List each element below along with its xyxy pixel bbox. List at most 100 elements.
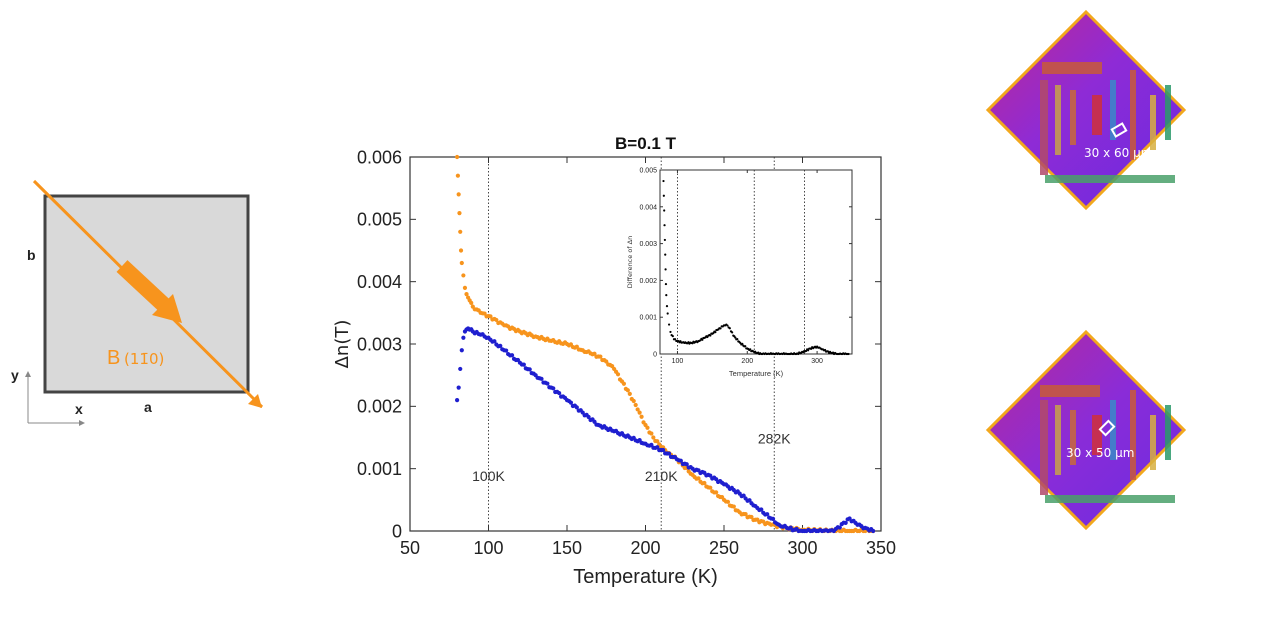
data-point (527, 367, 532, 372)
data-point (759, 507, 764, 512)
data-point (655, 439, 660, 444)
data-point (455, 398, 460, 403)
data-point (637, 410, 642, 415)
x-tick-label: 300 (787, 538, 817, 558)
data-point (455, 154, 460, 160)
data-point (464, 292, 469, 297)
data-point (701, 338, 704, 341)
x-tick-label: 150 (552, 538, 582, 558)
data-point (633, 402, 638, 408)
y-tick-label: 0.006 (357, 147, 402, 167)
data-point (469, 300, 474, 305)
x-tick-label: 350 (866, 538, 896, 558)
y-tick-label: 0.003 (639, 241, 657, 248)
data-point (635, 407, 640, 412)
y-tick-label: 0.002 (639, 278, 657, 285)
micrograph-top-label: 30 x 60 µm (1084, 146, 1152, 160)
micrograph-bottom-texture (1040, 385, 1175, 503)
data-point (669, 330, 672, 334)
reference-line-label: 282K (758, 431, 791, 447)
data-point (625, 388, 630, 393)
data-point (678, 458, 683, 463)
data-point (709, 334, 712, 337)
x-tick-label: 100 (672, 358, 684, 365)
y-tick-label: 0.001 (357, 459, 402, 479)
data-point (663, 209, 666, 212)
data-point (663, 224, 666, 227)
data-point (458, 248, 464, 253)
micrograph-top-texture (1040, 62, 1175, 183)
data-point (684, 462, 689, 467)
data-point (664, 268, 667, 271)
x-tick-label: 100 (473, 538, 503, 558)
data-point (504, 348, 509, 353)
micrograph-bottom: 30 x 50 µm (985, 329, 1187, 531)
data-point (492, 339, 497, 344)
data-point (498, 343, 503, 348)
data-point (728, 327, 731, 330)
data-point (568, 400, 574, 405)
x-axis-label: Temperature (K) (573, 566, 718, 588)
x-tick-label: 300 (811, 358, 823, 365)
data-point (714, 331, 717, 334)
reference-line-label: 100K (472, 468, 505, 484)
data-point (457, 211, 462, 216)
y-tick-label: 0.005 (639, 167, 657, 174)
data-point (871, 528, 876, 534)
data-point (645, 425, 650, 430)
data-point (461, 335, 466, 340)
data-point (770, 516, 776, 521)
data-point (726, 324, 729, 327)
y-tick-label: 0.004 (639, 204, 657, 211)
y-tick-label: 0.004 (357, 272, 402, 292)
data-point (696, 476, 701, 481)
data-point (462, 285, 468, 290)
data-point (459, 260, 464, 266)
field-label: B (107, 347, 120, 369)
field-line-arrowhead (248, 394, 262, 408)
data-point (741, 342, 744, 345)
label-y: y (11, 367, 19, 383)
data-point (749, 348, 752, 351)
data-point (765, 512, 770, 517)
data-point (663, 238, 666, 242)
data-point (731, 504, 736, 509)
data-point (734, 336, 737, 339)
data-point (574, 405, 579, 410)
y-tick-label: 0.002 (357, 397, 402, 417)
data-point (714, 490, 719, 495)
inset-y-axis-label: Difference of Δn (626, 236, 634, 288)
data-point (667, 323, 671, 326)
data-point (458, 229, 463, 234)
reference-line-label: 210K (645, 468, 678, 484)
inset-chart: Temperature (K) Difference of Δn 100 200 3… (626, 167, 853, 378)
data-point (521, 362, 526, 367)
inset-background (660, 170, 852, 354)
data-point (847, 352, 850, 356)
inset-x-axis-label: Temperature (K) (729, 369, 784, 378)
data-point (456, 385, 461, 390)
data-point (615, 372, 621, 377)
field-direction: (11̄0) (124, 350, 164, 368)
data-point (662, 194, 665, 197)
data-point (719, 327, 722, 330)
data-point (661, 447, 666, 453)
sample-marker-bottom (1098, 419, 1116, 437)
y-tick-label: 0 (392, 521, 402, 541)
data-point (651, 435, 656, 440)
micrograph-bottom-label: 30 x 50 µm (1066, 446, 1134, 460)
data-point (631, 398, 636, 404)
data-point (627, 391, 632, 396)
field-arrowhead (152, 294, 182, 323)
data-point (494, 317, 499, 323)
field-arrow (116, 260, 171, 312)
data-point (586, 414, 591, 420)
data-point (592, 351, 597, 356)
data-point (749, 514, 754, 520)
data-point (665, 305, 669, 308)
data-point (743, 512, 748, 517)
data-point (837, 525, 842, 530)
data-point (662, 179, 665, 183)
data-point (621, 381, 627, 386)
data-point (747, 498, 752, 503)
